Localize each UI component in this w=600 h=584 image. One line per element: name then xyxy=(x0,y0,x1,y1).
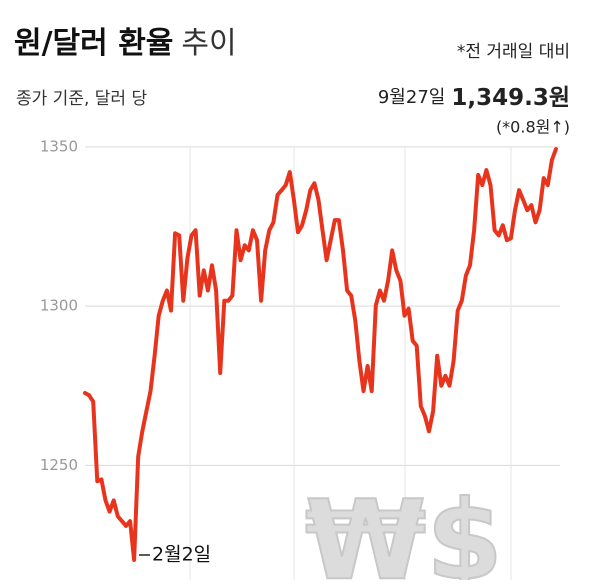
last-value-label: 1,349.3원 xyxy=(451,85,570,111)
change-label: (*0.8원↑) xyxy=(496,118,570,137)
note: *전 거래일 대비 xyxy=(457,42,570,62)
last-date: 9월27일 xyxy=(378,87,445,108)
y-tick-label: 1250 xyxy=(40,456,78,474)
subtitle: 종가 기준, 달러 당 xyxy=(16,89,147,109)
y-tick-label: 1300 xyxy=(40,297,78,315)
title-light: 추이 xyxy=(181,26,236,61)
vertical-guides xyxy=(189,147,512,580)
title-bold: 원/달러 환율 xyxy=(14,26,173,61)
last-value: 9월27일 1,349.3원 xyxy=(378,85,570,111)
chart-title: 원/달러 환율 추이 xyxy=(14,26,237,61)
y-tick-label: 1350 xyxy=(40,137,78,155)
annotation: 2월2일 xyxy=(152,544,211,566)
line-series xyxy=(83,147,558,562)
watermark: ₩$ xyxy=(305,476,503,580)
